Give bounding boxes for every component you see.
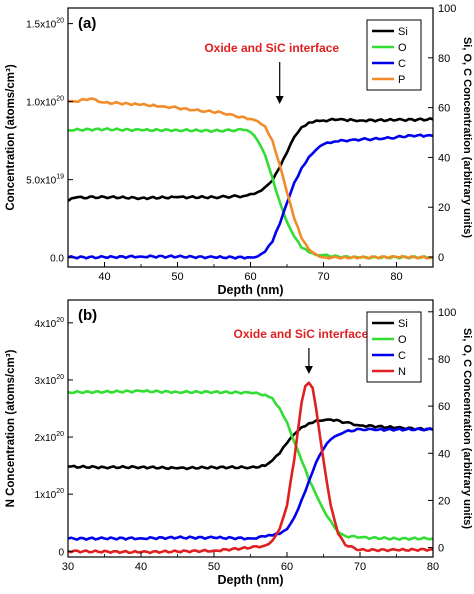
legend: Si OCN [366,311,422,383]
y-tick-mantissa: 1.5x10 [26,20,56,31]
y-axis-label: Concentration (atoms/cm³) [5,64,17,210]
legend-label: Si [398,26,408,38]
legend-label: P [398,74,405,86]
interface-annotation: Oxide and SiC interface [204,41,339,55]
x-tick-label: 30 [62,561,74,573]
y-tick-label: 0 [58,547,64,558]
x-tick-label: 50 [208,561,220,573]
y2-tick-label: 20 [438,202,450,214]
x-tick-label: 70 [317,271,329,283]
y2-tick-label: 40 [438,448,450,460]
y2-tick-label: 0 [438,543,444,555]
series-line-n [68,381,433,555]
x-tick-label: 50 [171,271,183,283]
x-axis-label: Depth (nm) [218,573,284,587]
x-axis-label: Depth (nm) [218,283,284,297]
y-axis-label: N Concentration (atoms/cm³) [5,349,17,507]
interface-arrow-head [304,366,313,374]
panel-label: (a) [78,15,96,32]
series-line-si [68,418,433,471]
y-tick-exponent: 20 [56,488,64,495]
y2-tick-label: 60 [438,103,450,115]
x-tick-label: 40 [98,271,110,283]
y-tick-mantissa: 1.0x10 [26,98,56,109]
legend-label: N [398,366,406,378]
y-tick-mantissa: 1x10 [35,490,57,501]
y-tick-mantissa: 0.0 [50,254,64,265]
y2-tick-label: 100 [438,307,456,319]
chart-panel-0: 40 50 60 70 800.05.0x10191.0x10201.5x1020020… [5,3,473,297]
y2-tick-label: 20 [438,495,450,507]
series-line-o [68,389,433,541]
series-line-p [68,97,433,260]
y-tick-exponent: 20 [56,96,64,103]
y-tick-label: 0.0 [50,254,64,265]
y-tick-label: 1.5x1020 [26,18,64,31]
series-line-c [68,133,433,260]
y-tick-exponent: 19 [56,174,64,181]
series-line-c [68,427,433,541]
y-tick-label: 5.0x1019 [26,174,64,187]
y2-axis-label: Si, O, C Concentration (arbitrary units) [461,37,473,238]
y2-tick-label: 0 [438,252,444,264]
y-tick-label: 3x1020 [35,374,65,387]
series-line-si [68,117,433,202]
y2-tick-label: 100 [438,3,456,15]
y-tick-exponent: 20 [56,431,64,438]
legend-label: C [398,350,406,362]
interface-arrow-head [275,96,284,104]
interface-annotation: Oxide and SiC interface [234,327,369,341]
y-tick-mantissa: 4x10 [35,319,57,330]
y-tick-label: 1.0x1020 [26,96,64,109]
y-tick-label: 1x1020 [35,488,65,501]
x-tick-label: 60 [244,271,256,283]
y-tick-mantissa: 3x10 [35,376,57,387]
x-tick-label: 60 [281,561,293,573]
legend-label: O [398,334,407,346]
y-tick-exponent: 20 [56,374,64,381]
x-tick-label: 80 [427,561,439,573]
y-tick-label: 2x1020 [35,431,65,444]
y2-tick-label: 80 [438,53,450,65]
legend-label: O [398,42,407,54]
y-tick-exponent: 20 [56,18,64,25]
x-tick-label: 40 [135,561,147,573]
x-tick-label: 80 [390,271,402,283]
y-tick-mantissa: 0 [58,547,64,558]
y-tick-exponent: 20 [56,317,64,324]
y-tick-mantissa: 2x10 [35,433,57,444]
legend-label: Si [398,318,408,330]
x-tick-label: 70 [354,561,366,573]
y2-tick-label: 40 [438,152,450,164]
y2-tick-label: 60 [438,401,450,413]
y2-axis-label: Si, O, C Concentration (arbitrary units) [461,328,473,529]
chart-panel-1: 30 40 50 60 70 8001x10202x10203x10204x1020020… [5,299,473,587]
y-tick-label: 4x1020 [35,317,65,330]
y-tick-mantissa: 5.0x10 [26,176,56,187]
y2-tick-label: 80 [438,354,450,366]
legend: Si OCP [366,19,422,91]
legend-label: C [398,58,406,70]
panel-label: (b) [78,307,97,324]
